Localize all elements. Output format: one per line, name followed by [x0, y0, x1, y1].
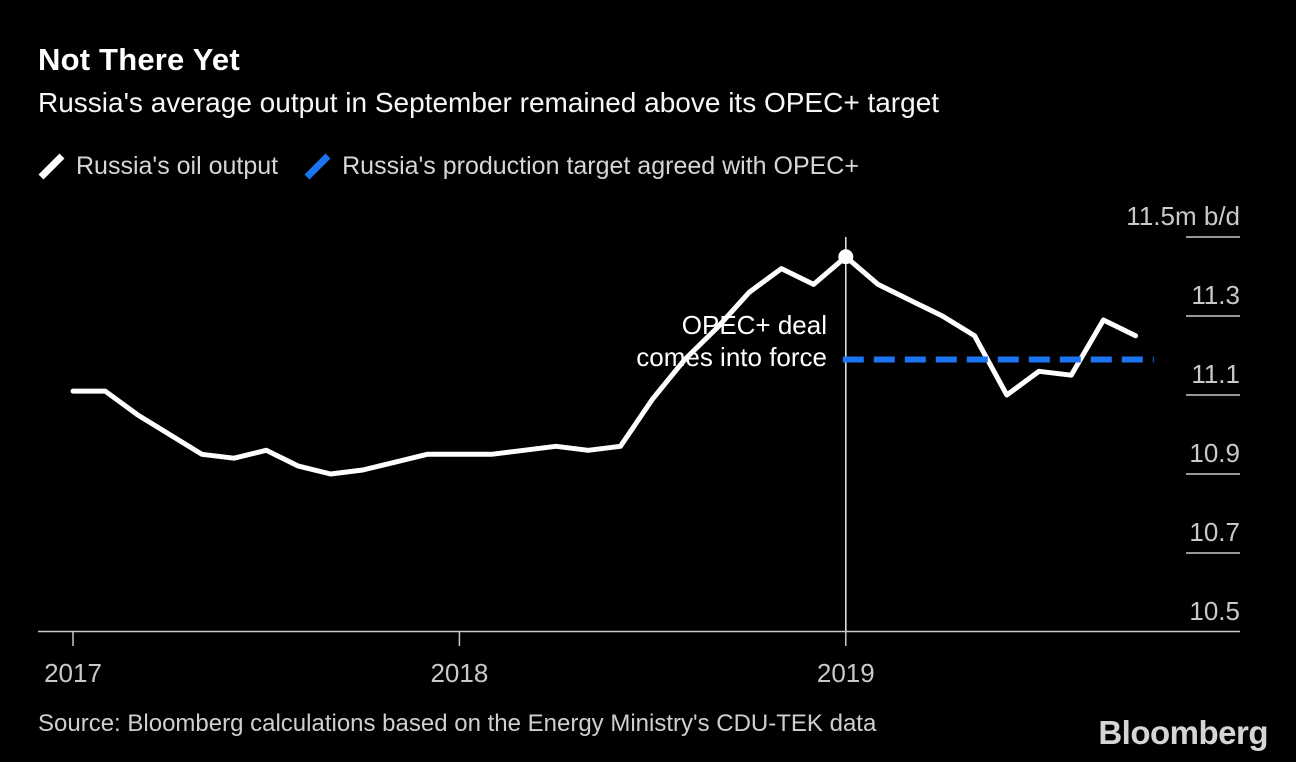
chart-title: Not There Yet — [38, 42, 240, 77]
peak-marker — [838, 249, 854, 265]
legend-item-output: Russia's oil output — [38, 152, 278, 181]
legend-label-output: Russia's oil output — [76, 152, 279, 180]
y-tick-label: 11.1 — [1191, 359, 1240, 389]
legend: Russia's oil output Russia's production … — [38, 152, 859, 181]
event-annotation: OPEC+ deal comes into force — [636, 309, 827, 373]
x-tick-label: 2018 — [430, 658, 488, 688]
y-tick-label: 11.5m b/d — [1126, 201, 1240, 231]
y-tick-label: 10.9 — [1189, 438, 1240, 468]
x-tick-label: 2019 — [817, 658, 875, 688]
x-tick-label: 2017 — [44, 658, 102, 688]
blue-line-swatch-icon — [304, 153, 331, 180]
y-tick-label: 10.7 — [1189, 517, 1240, 547]
y-tick-label: 10.5 — [1189, 596, 1240, 626]
legend-item-target: Russia's production target agreed with O… — [304, 152, 859, 181]
event-annotation-line2: comes into force — [636, 342, 827, 372]
event-annotation-line1: OPEC+ deal — [681, 310, 827, 340]
legend-label-target: Russia's production target agreed with O… — [342, 152, 859, 180]
white-line-swatch-icon — [38, 153, 65, 180]
chart-subtitle: Russia's average output in September rem… — [38, 87, 940, 118]
bloomberg-logo: Bloomberg — [1098, 714, 1268, 751]
output-line — [70, 254, 1139, 477]
source-note: Source: Bloomberg calculations based on … — [38, 710, 877, 737]
y-tick-label: 11.3 — [1191, 280, 1240, 310]
